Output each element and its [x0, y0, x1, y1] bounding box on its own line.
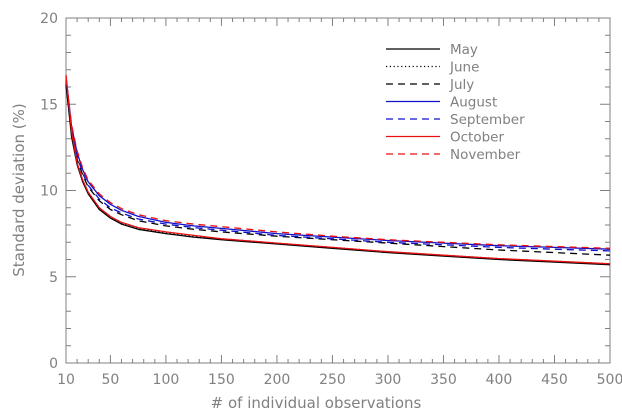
x-tick-label: 350	[430, 372, 457, 388]
x-tick-label: 250	[319, 372, 346, 388]
x-axis-title: # of individual observations	[211, 394, 422, 412]
legend-label-may: May	[450, 42, 478, 58]
y-axis-title: Standard deviation (%)	[10, 103, 28, 276]
legend-label-september: September	[450, 112, 525, 128]
series-line-june	[65, 81, 611, 265]
legend-label-october: October	[450, 130, 504, 146]
series-line-september	[65, 80, 611, 252]
x-tick-label: 450	[541, 372, 568, 388]
x-tick-label: 150	[208, 372, 235, 388]
legend-label-june: June	[449, 60, 479, 76]
x-tick-label: 10	[57, 372, 75, 388]
x-tick-label: 300	[375, 372, 402, 388]
legend-label-august: August	[450, 95, 497, 111]
y-tick-label: 20	[40, 11, 58, 27]
x-tick-label: 50	[101, 372, 119, 388]
x-tick-label: 200	[264, 372, 291, 388]
y-tick-label: 0	[49, 356, 58, 372]
series-line-october	[65, 74, 611, 265]
series-line-november	[65, 78, 611, 249]
legend-label-july: July	[449, 77, 474, 93]
y-tick-label: 10	[40, 184, 58, 200]
series-line-july	[65, 85, 611, 256]
series-line-may	[65, 83, 611, 266]
plot-area	[65, 74, 611, 266]
axes: 10 50 100 150 200 250 300 350 400 450 500 0 5 10 15 20	[40, 11, 622, 388]
x-tick-label: 400	[486, 372, 513, 388]
series-line-august	[65, 76, 611, 250]
y-tick-label: 15	[40, 97, 58, 113]
y-tick-label: 5	[49, 270, 58, 286]
legend-label-november: November	[450, 147, 521, 163]
x-tick-label: 100	[153, 372, 180, 388]
x-tick-label: 500	[597, 372, 622, 388]
plot-frame	[65, 17, 611, 364]
